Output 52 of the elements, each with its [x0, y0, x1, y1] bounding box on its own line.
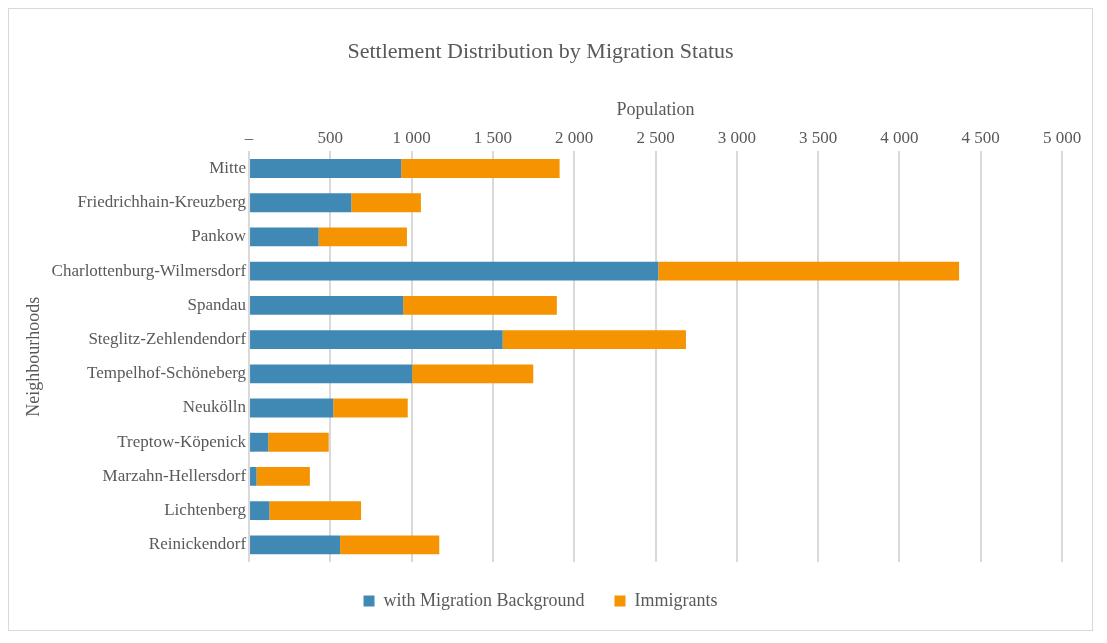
bar — [250, 432, 269, 452]
bar — [333, 398, 408, 418]
legend-label: with Migration Background — [383, 589, 585, 610]
y-tick-label: Mitte — [209, 157, 247, 177]
bar — [256, 467, 310, 486]
y-tick-label: Tempelhof-Schöneberg — [87, 363, 247, 383]
bar — [351, 193, 421, 213]
x-tick-label: 4 500 — [961, 127, 1000, 147]
bar — [318, 227, 407, 247]
x-tick-label: 5 000 — [1042, 127, 1082, 147]
legend-label: Immigrants — [634, 589, 718, 610]
y-axis-title: Neighbourhoods — [22, 296, 43, 417]
x-tick-label: 2 500 — [636, 127, 675, 147]
bar — [412, 364, 534, 384]
bar — [658, 261, 960, 281]
bar — [268, 432, 329, 452]
y-tick-label: Charlottenburg-Wilmersdorf — [51, 260, 247, 280]
y-tick-label: Steglitz-Zehlendendorf — [88, 329, 247, 349]
bar — [269, 501, 362, 521]
x-tick-label: – — [243, 127, 254, 147]
y-tick-label: Friedrichhain-Kreuzberg — [77, 192, 247, 212]
bar — [250, 467, 257, 486]
bar — [403, 295, 557, 315]
x-tick-label: 500 — [317, 127, 344, 147]
x-tick-label: 3 500 — [798, 127, 838, 147]
y-tick-label: Marzahn-Hellersdorf — [102, 465, 247, 485]
y-tick-label: Lichtenberg — [164, 500, 247, 520]
bar — [250, 330, 503, 349]
y-tick-label: Reinickendorf — [148, 534, 247, 554]
y-tick-label: Pankow — [191, 226, 247, 246]
bar — [401, 159, 560, 178]
bar — [250, 535, 341, 555]
bar — [250, 193, 352, 213]
bar — [250, 364, 413, 384]
y-tick-label: Neukölln — [182, 397, 247, 417]
bar — [250, 261, 659, 281]
bar — [250, 295, 404, 315]
bar — [250, 227, 319, 247]
x-tick-label: 1 500 — [473, 127, 513, 147]
y-tick-label: Treptow-Köpenick — [117, 431, 247, 451]
chart-title: Settlement Distribution by Migration Status — [347, 37, 734, 63]
bar — [250, 398, 334, 418]
y-tick-label: Spandau — [187, 294, 247, 314]
bar — [340, 535, 440, 555]
bar — [250, 159, 402, 178]
x-tick-label: 3 000 — [717, 127, 756, 147]
x-tick-label: 4 000 — [880, 127, 919, 147]
x-tick-label: 2 000 — [555, 127, 594, 147]
bar — [250, 501, 270, 521]
x-tick-label: 1 000 — [392, 127, 431, 147]
x-axis-title: Population — [616, 98, 695, 119]
bar — [502, 330, 686, 349]
